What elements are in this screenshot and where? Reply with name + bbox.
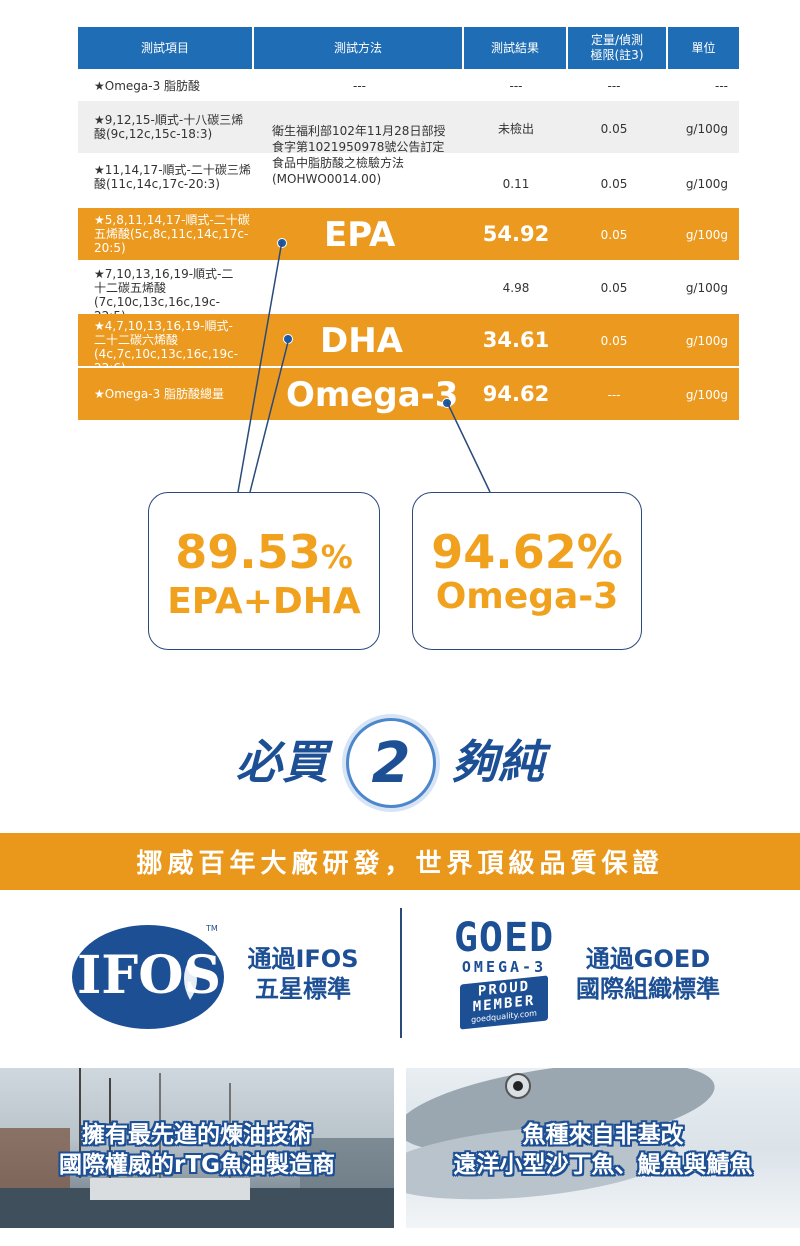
header-test-item: 測試項目 <box>78 27 252 69</box>
row-unit: g/100g <box>685 228 728 242</box>
row-unit: g/100g <box>685 122 728 136</box>
goed-logo: GOED OMEGA-3 PROUD MEMBER goedquality.co… <box>446 918 562 1036</box>
ifos-logo-text: IFOS <box>76 945 222 1006</box>
header-test-result: 測試結果 <box>464 27 566 69</box>
row-limit: --- <box>607 79 621 93</box>
omega3-summary-label: Omega-3 <box>435 576 619 617</box>
row-limit: --- <box>607 388 621 402</box>
connector-lines <box>237 240 491 493</box>
header-test-method: 測試方法 <box>254 27 462 69</box>
slogan-number: 2 <box>371 730 411 796</box>
row-limit: 0.05 <box>600 177 628 191</box>
row-result: 4.98 <box>502 281 530 295</box>
epa-dha-label: EPA+DHA <box>167 581 361 622</box>
table-row-omega3-total: ★Omega-3 脂肪酸總量 Omega-3 94.62 --- g/100g <box>78 367 739 420</box>
slogan-left: 必買 <box>236 735 328 789</box>
row-item: ★4,7,10,13,16,19-順式-二十二碳六烯酸(4c,7c,10c,13… <box>94 319 239 375</box>
epa-connector <box>237 240 283 493</box>
row-method: --- <box>353 79 366 93</box>
ifos-cert-text: 通過IFOS 五星標準 <box>247 945 359 1003</box>
slogan-number-circle: 2 <box>346 718 436 808</box>
table-row: ★9,12,15-順式-十八碳三烯酸(9c,12c,15c-18:3) 未檢出 … <box>78 101 739 153</box>
omega3-connector <box>446 401 491 493</box>
fish-caption: 魚種來自非基改 遠洋小型沙丁魚、鯷魚與鯖魚 <box>453 1122 753 1178</box>
goed-proud-member-badge: PROUD MEMBER goedquality.com <box>460 975 548 1030</box>
dha-label: DHA <box>320 321 403 361</box>
ifos-logo-shape <box>72 925 224 1029</box>
row-result: --- <box>509 79 523 93</box>
ifos-logo: IFOS TM <box>70 920 228 1032</box>
ifos-tm: TM <box>206 924 218 933</box>
row-unit: g/100g <box>685 177 728 191</box>
row-unit: g/100g <box>685 388 728 402</box>
row-item: ★9,12,15-順式-十八碳三烯酸(9c,12c,15c-18:3) <box>94 113 244 141</box>
row-item: ★11,14,17-順式-二十碳三烯酸(11c,14c,17c-20:3) <box>94 163 251 191</box>
harbor-scene <box>0 1068 394 1228</box>
epa-label: EPA <box>324 215 396 255</box>
omega3-label: Omega-3 <box>286 375 459 415</box>
row-limit: 0.05 <box>600 281 628 295</box>
slogan-right: 夠純 <box>452 735 544 789</box>
goed-logo-text: GOED <box>453 915 555 961</box>
epa-dha-value: 89.53 <box>175 525 321 579</box>
epa-dha-summary-box: 89.53% EPA+DHA <box>148 492 380 650</box>
goed-omega3: OMEGA-3 <box>461 958 547 976</box>
row-item: ★5,8,11,14,17-順式-二十碳五烯酸(5c,8c,11c,14c,17… <box>94 213 250 255</box>
dha-connector <box>249 341 289 493</box>
table-row-dha: ★4,7,10,13,16,19-順式-二十二碳六烯酸(4c,7c,10c,13… <box>78 314 739 375</box>
epa-dha-pct-sign: % <box>320 538 353 576</box>
row-item: ★7,10,13,16,19-順式-二十二碳五烯酸(7c,10c,13c,16c… <box>94 267 234 323</box>
cert-divider <box>400 908 402 1038</box>
table-row: ★7,10,13,16,19-順式-二十二碳五烯酸(7c,10c,13c,16c… <box>78 261 739 323</box>
row-result: 54.92 <box>482 222 550 246</box>
row-item: ★Omega-3 脂肪酸總量 <box>94 387 225 401</box>
row-unit: g/100g <box>685 281 728 295</box>
table-row: ★11,14,17-順式-二十碳三烯酸(11c,14c,17c-20:3) 0.… <box>78 153 739 207</box>
row-result: 94.62 <box>482 382 550 406</box>
row-limit: 0.05 <box>600 334 628 348</box>
row-limit: 0.05 <box>600 122 628 136</box>
fish-scene <box>406 1068 715 1200</box>
goed-cert-text: 通過GOED 國際組織標準 <box>576 945 720 1003</box>
test-method-text: 衛生福利部102年11月28日部授食字第1021950978號公告訂定食品中脂肪… <box>272 124 446 186</box>
row-unit: --- <box>715 79 728 93</box>
table-row-epa: ★5,8,11,14,17-順式-二十碳五烯酸(5c,8c,11c,14c,17… <box>78 208 739 260</box>
row-limit: 0.05 <box>600 228 628 242</box>
harbor-photo: 擁有最先進的煉油技術 國際權威的rTG魚油製造商 <box>0 1068 394 1228</box>
row-unit: g/100g <box>685 334 728 348</box>
row-result: 未檢出 <box>497 122 534 136</box>
quality-banner: 挪威百年大廠研發，世界頂級品質保證 <box>0 833 800 890</box>
row-result: 0.11 <box>502 177 530 191</box>
omega3-percent: 94.62% <box>431 525 623 579</box>
row-item: ★Omega-3 脂肪酸 <box>94 79 201 93</box>
fish-photo: 魚種來自非基改 遠洋小型沙丁魚、鯷魚與鯖魚 <box>406 1068 800 1228</box>
epa-dha-percent: 89.53% <box>149 527 379 582</box>
table-row: ★Omega-3 脂肪酸 --- --- --- --- <box>78 71 739 101</box>
harbor-caption: 擁有最先進的煉油技術 國際權威的rTG魚油製造商 <box>59 1122 335 1178</box>
header-unit: 單位 <box>668 27 739 69</box>
row-result: 34.61 <box>482 328 550 352</box>
omega3-summary-box: 94.62% Omega-3 <box>412 492 642 650</box>
header-detection-limit: 定量/偵測 極限(註3) <box>568 27 666 69</box>
